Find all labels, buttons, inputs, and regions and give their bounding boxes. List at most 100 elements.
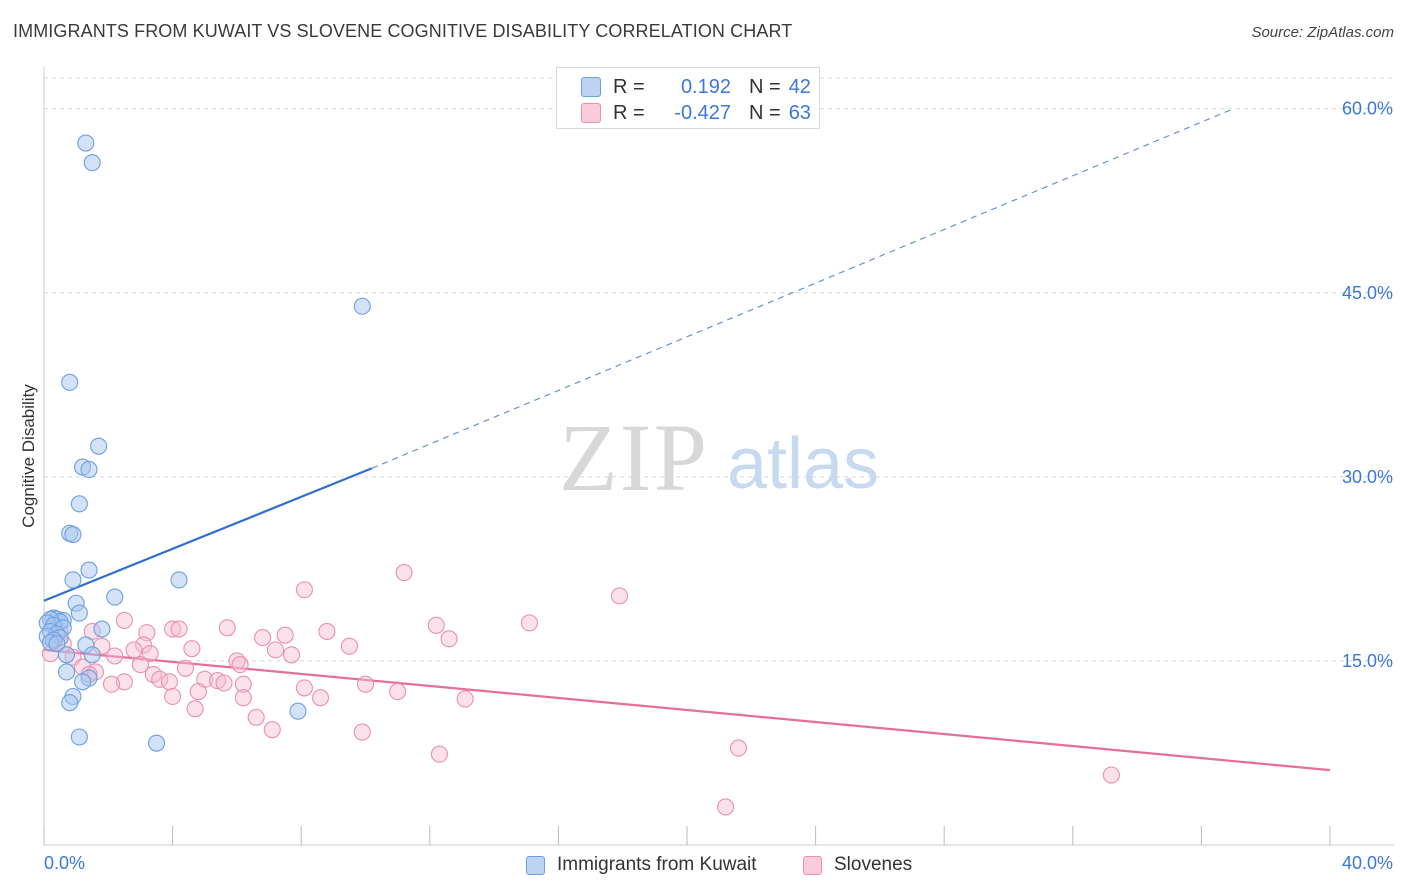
slovenes-point [115, 611, 133, 629]
stats-legend: R = 0.192 N = 42 R = -0.427 N = 63 [556, 67, 820, 129]
kuwait-point [353, 297, 371, 315]
kuwait-point [93, 620, 111, 638]
slovenes-point [440, 630, 458, 648]
slovenes-point [176, 659, 195, 677]
kuwait-point [80, 460, 98, 479]
legend-label-slovenes: Slovenes [834, 854, 913, 875]
kuwait-point [83, 154, 101, 172]
slovenes-point [276, 626, 294, 644]
slovenes-point [389, 683, 407, 701]
x-tick-label: 0.0% [44, 853, 85, 873]
slovenes-point [183, 640, 201, 658]
slovenes-point [125, 641, 143, 659]
slovenes-point [247, 708, 265, 726]
kuwait-point [64, 525, 82, 544]
slovenes-trendline [43, 648, 1331, 772]
slovenes-point [295, 581, 313, 599]
slovenes-point [427, 616, 445, 634]
r-label: R = [613, 101, 645, 124]
x-tick-label: 40.0% [1342, 853, 1393, 873]
chart-title: IMMIGRANTS FROM KUWAIT VS SLOVENE COGNIT… [13, 21, 793, 41]
y-tick-label: 30.0% [1342, 467, 1393, 487]
slovenes-point [141, 645, 159, 663]
kuwait-point [61, 373, 79, 391]
slovenes-point [263, 721, 281, 739]
r-label: R = [613, 75, 645, 98]
kuwait-point [289, 702, 307, 720]
slovenes-point [218, 619, 236, 637]
points-layer [38, 134, 1120, 816]
legend-item-slovenes[interactable]: Slovenes [803, 854, 912, 876]
kuwait-point [170, 571, 188, 589]
slovenes-point [164, 687, 182, 706]
kuwait-point [70, 495, 88, 513]
r-value: -0.427 [674, 101, 731, 124]
slovenes-point [160, 673, 178, 691]
y-tick-label: 60.0% [1342, 99, 1393, 119]
tick-label-layer: 15.0% 30.0% 45.0% 60.0% 0.0% 40.0% [44, 99, 1393, 873]
y-axis-label: Cognitive Disability [19, 384, 38, 528]
kuwait-point [48, 635, 66, 653]
slovenes-point [186, 700, 204, 718]
kuwait-point [147, 734, 166, 752]
legend-label-kuwait: Immigrants from Kuwait [557, 854, 757, 875]
kuwait-point [90, 437, 108, 455]
n-label: N = [749, 101, 781, 124]
slovenes-point [430, 745, 448, 763]
slovenes-point [340, 637, 358, 655]
n-value: 42 [788, 75, 811, 98]
kuwait-trendline [43, 467, 373, 602]
slovenes-point [283, 646, 301, 664]
watermark-atlas: atlas [727, 424, 879, 504]
slovenes-point [234, 689, 252, 707]
kuwait-point [57, 646, 76, 664]
r-value: 0.192 [680, 75, 731, 98]
kuwait-point [106, 588, 124, 606]
legend-swatch-kuwait [526, 855, 545, 875]
slovenes-point [318, 622, 336, 641]
slovenes-point [106, 647, 124, 665]
slovenes-point [729, 739, 747, 757]
slovenes-point [311, 689, 330, 707]
slovenes-point [717, 798, 735, 816]
bottom-legend: Immigrants from Kuwait Slovenes [0, 851, 1406, 879]
slovenes-point [295, 679, 313, 697]
kuwait-trendline-extension [371, 108, 1234, 469]
slovenes-point [353, 723, 371, 741]
slovenes-point [520, 614, 539, 632]
y-tick-label: 15.0% [1342, 651, 1393, 671]
watermark: ZIP atlas [559, 404, 879, 511]
stats-row-slovenes: R = -0.427 N = 63 [581, 100, 811, 126]
kuwait-swatch [581, 77, 601, 97]
slovenes-point [115, 673, 133, 691]
slovenes-point [131, 656, 149, 674]
slovenes-point [395, 564, 413, 582]
slovenes-point [170, 620, 188, 638]
watermark-zip: ZIP [559, 404, 709, 511]
y-tick-label: 45.0% [1342, 283, 1393, 303]
slovenes-point [356, 675, 375, 693]
kuwait-point [80, 561, 98, 579]
slovenes-point [234, 675, 252, 693]
kuwait-point [77, 134, 95, 152]
slovenes-point [151, 670, 169, 688]
slovenes-point [215, 674, 233, 692]
legend-item-kuwait[interactable]: Immigrants from Kuwait [526, 854, 757, 876]
slovenes-point [610, 587, 629, 605]
slovenes-point [102, 675, 121, 693]
kuwait-point [70, 604, 88, 622]
slovenes-point [231, 656, 249, 674]
slovenes-point [254, 629, 272, 647]
grid-layer [44, 77, 1394, 662]
slovenes-point [456, 690, 474, 708]
slovenes-point [266, 641, 285, 659]
kuwait-point [74, 673, 92, 691]
n-label: N = [749, 75, 781, 98]
slovenes-point [164, 620, 182, 638]
chart-source: Source: ZipAtlas.com [1251, 24, 1394, 41]
legend-swatch-slovenes [803, 855, 822, 875]
trend-layer [43, 108, 1331, 772]
stats-row-kuwait: R = 0.192 N = 42 [581, 74, 811, 100]
slovenes-point [189, 683, 207, 701]
